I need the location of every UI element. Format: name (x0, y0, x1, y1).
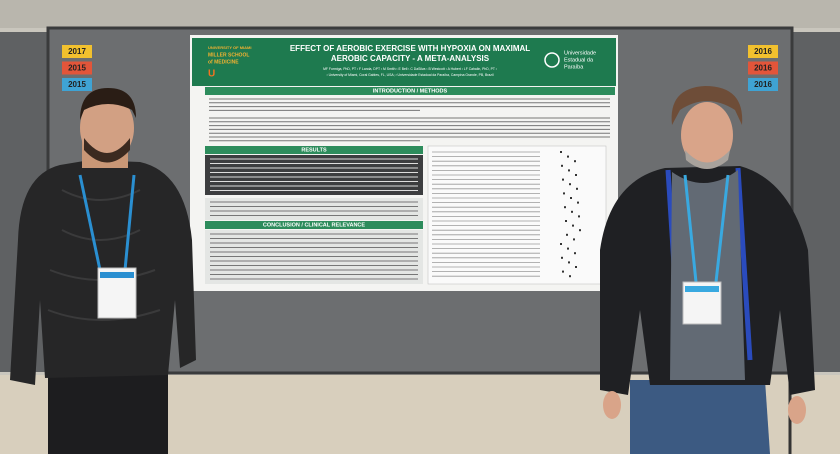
plot-point (568, 169, 570, 172)
text-block (209, 98, 610, 142)
section-bar (205, 146, 423, 154)
plot-point (569, 275, 571, 278)
year-tag-label: 2017 (68, 47, 86, 56)
plot-point (561, 164, 563, 167)
year-tag-label: 2016 (754, 47, 772, 56)
section-title: CONCLUSION / CLINICAL RELEVANCE (263, 222, 365, 228)
plot-point (574, 252, 576, 255)
plot-point (560, 151, 562, 153)
poster-title: EFFECT OF AEROBIC EXERCISE WITH HYPOXIA … (290, 44, 530, 53)
logo-mark (544, 52, 560, 68)
plot-point (572, 224, 574, 227)
text-block (210, 151, 581, 280)
section-bar (205, 221, 423, 229)
year-tag-label: 2015 (68, 64, 86, 73)
section-title: RESULTS (301, 147, 327, 153)
plot-point (574, 160, 576, 163)
year-tag (748, 61, 778, 75)
plot-point (573, 238, 575, 241)
plot-point (567, 247, 569, 250)
section-bar (205, 87, 615, 95)
poster-authors: MF Formiga, PhD, PT ¹ F Landa, DPT ¹ M S… (323, 67, 498, 71)
plot-point (579, 229, 581, 232)
plot-point (576, 187, 578, 190)
plot-point (567, 155, 569, 158)
results-box (205, 155, 423, 195)
logo-text: Paraíba (564, 64, 584, 70)
plot-point (577, 201, 579, 204)
plot-point (571, 210, 573, 213)
plot-point (561, 256, 563, 259)
year-tag (748, 45, 778, 58)
section-title: INTRODUCTION / METHODS (373, 88, 448, 94)
year-tag (62, 78, 92, 91)
logo-text: Estadual da (564, 57, 594, 63)
results-box (205, 198, 423, 220)
plot-point (578, 215, 580, 218)
year-tag-label: 2015 (68, 80, 86, 89)
plot-point (566, 233, 568, 236)
plot-point (569, 183, 571, 186)
plot-point (575, 174, 577, 176)
logo-text: Universidade (564, 50, 596, 56)
logo-mark: U (208, 69, 215, 80)
person-right (600, 86, 815, 454)
plot-point (564, 206, 566, 209)
logo-text: MILLER SCHOOL (208, 52, 249, 58)
year-tag (62, 61, 92, 75)
year-tags: 2017 2015 2015 2016 2016 2016 (62, 45, 778, 91)
year-tag-label: 2016 (754, 80, 772, 89)
year-tag (748, 78, 778, 91)
person-left (10, 88, 196, 454)
plot-point (575, 266, 577, 268)
plot-point (563, 192, 565, 195)
poster-affiliations: ¹ University of Miami, Coral Gables, FL,… (327, 73, 494, 77)
plot-point (560, 243, 562, 245)
ceiling-wall (0, 0, 840, 28)
plot-point (565, 220, 567, 222)
plot-point (562, 178, 564, 181)
year-tag (62, 45, 92, 58)
poster-title: AEROBIC CAPACITY - A META-ANALYSIS (331, 54, 490, 63)
year-tag-label: 2016 (754, 64, 772, 73)
plot-point (570, 197, 572, 199)
logo-text: of MEDICINE (208, 59, 239, 65)
forest-plot (427, 145, 607, 285)
plot-point (568, 261, 570, 264)
plot-point (562, 270, 564, 273)
logo-text: UNIVERSITY OF MIAMI (208, 45, 251, 50)
